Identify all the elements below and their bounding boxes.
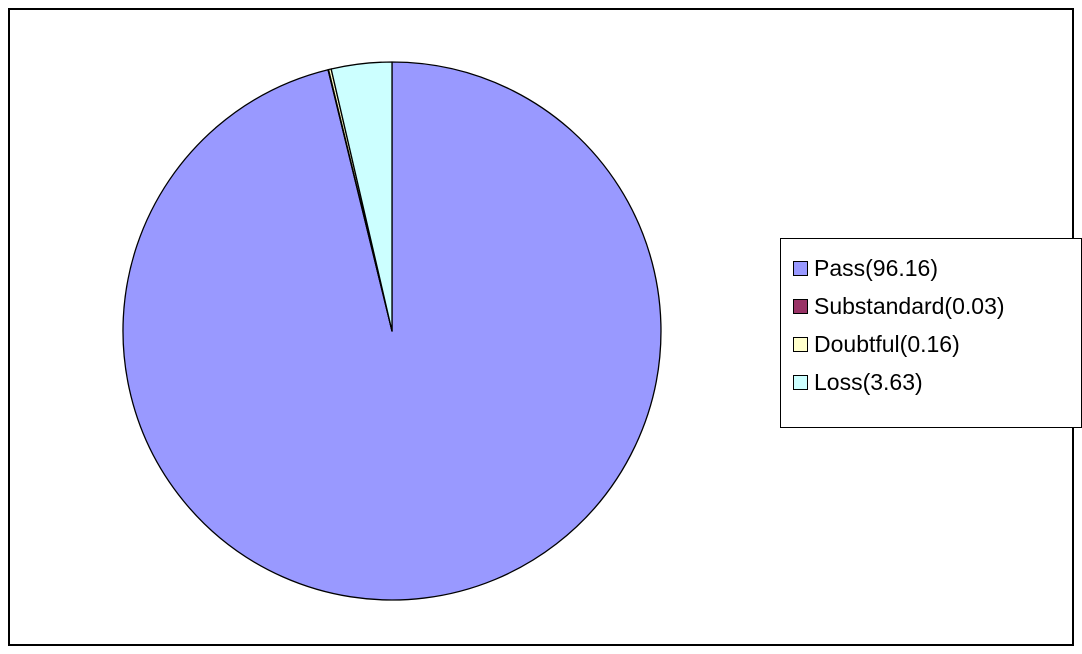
- legend-label-pass: Pass(96.16): [814, 254, 939, 281]
- legend-swatch-doubtful: [793, 336, 808, 352]
- pie-chart: [122, 61, 662, 601]
- legend: Pass(96.16) Substandard(0.03) Doubtful(0…: [780, 238, 1082, 428]
- legend-item-substandard: Substandard(0.03): [793, 287, 1081, 325]
- legend-item-pass: Pass(96.16): [793, 249, 1081, 287]
- legend-label-loss: Loss(3.63): [814, 368, 923, 395]
- legend-swatch-pass: [793, 260, 808, 276]
- pie-slice-loss: [330, 61, 393, 332]
- legend-label-substandard: Substandard(0.03): [814, 292, 1005, 319]
- legend-item-doubtful: Doubtful(0.16): [793, 325, 1081, 363]
- legend-swatch-substandard: [793, 298, 808, 314]
- legend-label-doubtful: Doubtful(0.16): [814, 330, 960, 357]
- legend-item-loss: Loss(3.63): [793, 363, 1081, 401]
- chart-frame: Pass(96.16) Substandard(0.03) Doubtful(0…: [8, 8, 1082, 646]
- legend-swatch-loss: [793, 374, 808, 390]
